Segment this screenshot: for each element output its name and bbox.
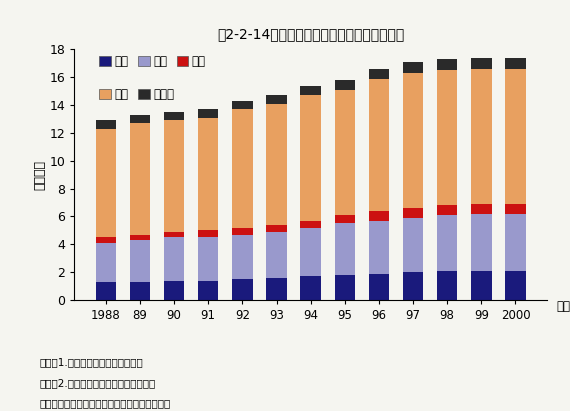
Bar [96, 243, 116, 282]
Bar [300, 95, 321, 221]
Bar [198, 281, 218, 300]
Bar [164, 237, 184, 281]
Bar [437, 206, 458, 215]
Bar [164, 232, 184, 237]
Bar [164, 120, 184, 232]
Bar [130, 123, 150, 235]
Bar [369, 221, 389, 274]
Legend: 保健, その他: 保健, その他 [99, 88, 174, 101]
Bar [198, 231, 218, 237]
Bar [335, 80, 355, 90]
Text: 2.研究者数は各年４月１日現在。: 2.研究者数は各年４月１日現在。 [40, 378, 156, 388]
Y-axis label: （万人）: （万人） [34, 160, 46, 189]
Bar [232, 109, 253, 228]
Bar [232, 235, 253, 279]
Bar [266, 104, 287, 225]
Bar [300, 276, 321, 300]
Title: 第2-2-14図　大学等の専門別研究者数の推移: 第2-2-14図 大学等の専門別研究者数の推移 [217, 27, 404, 41]
Bar [403, 62, 424, 73]
Bar [232, 279, 253, 300]
Bar [335, 275, 355, 300]
Bar [198, 237, 218, 281]
Bar [369, 211, 389, 221]
Bar [471, 271, 491, 300]
Bar [471, 204, 491, 214]
Bar [437, 271, 458, 300]
Bar [403, 272, 424, 300]
Bar [335, 215, 355, 224]
Bar [437, 59, 458, 70]
Bar [335, 90, 355, 215]
Bar [96, 237, 116, 243]
Bar [232, 101, 253, 109]
Bar [471, 58, 491, 69]
Bar [198, 109, 218, 118]
Bar [369, 69, 389, 79]
Bar [471, 69, 491, 204]
Bar [335, 224, 355, 275]
Bar [300, 85, 321, 95]
Bar [505, 204, 526, 214]
Bar [96, 120, 116, 129]
Bar [369, 79, 389, 211]
Bar [232, 228, 253, 235]
Bar [266, 278, 287, 300]
Bar [266, 95, 287, 104]
Bar [505, 271, 526, 300]
Bar [403, 218, 424, 272]
Text: 注）、1.自然科学のみの値である。: 注）、1.自然科学のみの値である。 [40, 358, 144, 367]
Bar [266, 225, 287, 232]
Bar [403, 208, 424, 218]
Bar [198, 118, 218, 231]
Bar [505, 69, 526, 204]
Text: （年）: （年） [556, 300, 570, 313]
Bar [403, 73, 424, 208]
Bar [130, 115, 150, 123]
Bar [130, 282, 150, 300]
Bar [505, 214, 526, 271]
Bar [471, 214, 491, 271]
Bar [96, 282, 116, 300]
Bar [130, 240, 150, 282]
Bar [164, 281, 184, 300]
Bar [266, 232, 287, 278]
Bar [505, 58, 526, 69]
Bar [300, 228, 321, 276]
Bar [437, 70, 458, 206]
Bar [369, 274, 389, 300]
Bar [437, 215, 458, 271]
Bar [164, 112, 184, 120]
Text: 資料：総務省統計局「科学技術研究調査報告」: 資料：総務省統計局「科学技術研究調査報告」 [40, 399, 171, 409]
Bar [96, 129, 116, 237]
Bar [130, 235, 150, 240]
Bar [300, 221, 321, 228]
